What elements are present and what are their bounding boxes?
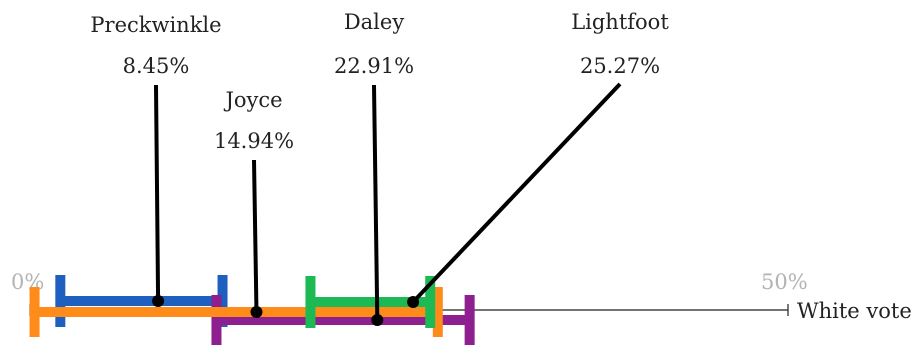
leader-preckwinkle <box>154 84 161 302</box>
range-preckwinkle <box>55 275 228 327</box>
point-joyce <box>250 306 263 318</box>
leader-joyce <box>252 159 259 313</box>
candidate-value-daley: 22.91% <box>334 54 414 78</box>
leader-lightfoot <box>411 82 622 304</box>
candidate-labels: Preckwinkle 8.45% Joyce 14.94% Daley 22.… <box>90 10 669 153</box>
candidate-name-preckwinkle: Preckwinkle <box>90 13 221 37</box>
candidate-value-preckwinkle: 8.45% <box>123 54 190 78</box>
candidate-value-joyce: 14.94% <box>214 129 294 153</box>
tick-label-50: 50% <box>761 270 808 294</box>
x-axis-label: White vote <box>797 299 912 323</box>
candidate-value-lightfoot: 25.27% <box>580 54 660 78</box>
point-lightfoot <box>407 296 420 308</box>
point-daley <box>371 314 384 326</box>
candidate-name-daley: Daley <box>344 10 405 34</box>
candidate-name-lightfoot: Lightfoot <box>571 10 669 34</box>
leader-daley <box>372 84 380 321</box>
candidate-name-joyce: Joyce <box>223 88 282 112</box>
axis: 0% 50% White vote <box>11 270 912 323</box>
range-joyce <box>29 287 443 337</box>
leader-lines <box>152 82 622 326</box>
point-preckwinkle <box>152 295 165 307</box>
